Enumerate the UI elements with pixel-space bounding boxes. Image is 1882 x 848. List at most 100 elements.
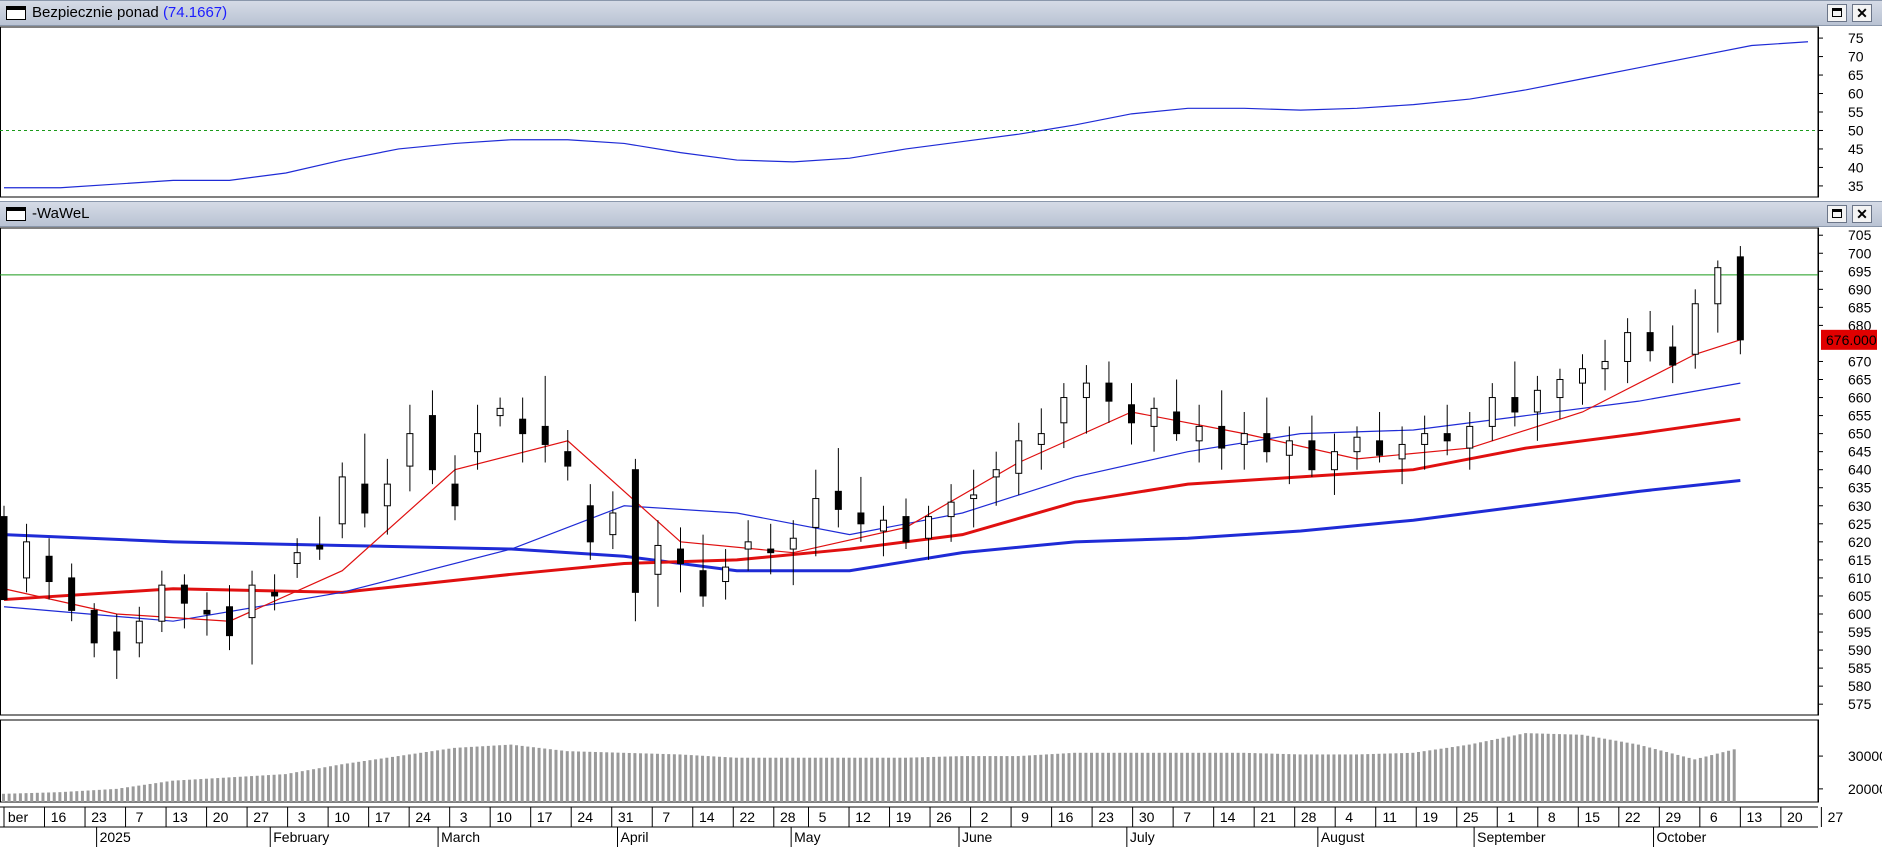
volume-bar — [1698, 757, 1702, 802]
candle — [1533, 375, 1541, 441]
volume-bar — [1214, 752, 1218, 802]
volume-bar — [176, 780, 180, 802]
candle-body — [1398, 443, 1406, 460]
volume-bar — [351, 762, 355, 802]
volume-bar — [374, 759, 378, 802]
maximize-button[interactable] — [1827, 205, 1847, 223]
candle — [925, 505, 933, 560]
volume-bar — [1580, 734, 1584, 802]
candle-body — [1669, 346, 1677, 366]
volume-bar — [1563, 734, 1567, 802]
volume-bar — [853, 757, 857, 802]
volume-bar — [1022, 755, 1026, 802]
volume-bar — [1676, 754, 1680, 802]
candle-body — [135, 620, 143, 644]
volume-bar — [943, 756, 947, 802]
candle-body — [519, 418, 527, 435]
volume-bar — [1535, 733, 1539, 802]
candle-body — [834, 490, 842, 510]
volume-bar — [210, 778, 214, 802]
x-tick-label: 7 — [136, 809, 144, 825]
volume-bar — [515, 745, 519, 802]
price-window-titlebar[interactable]: -WaWeL ✕ — [0, 201, 1882, 227]
x-tick-label: 3 — [298, 809, 306, 825]
x-tick-label: 7 — [662, 809, 670, 825]
candle-body — [586, 505, 594, 543]
volume-bar — [295, 772, 299, 802]
volume-bar — [30, 792, 34, 802]
volume-bar — [1518, 734, 1522, 802]
x-tick-label: 11 — [1382, 809, 1397, 825]
candle — [541, 375, 549, 463]
candle — [677, 527, 684, 593]
volume-panel: 20000 30000 — [0, 719, 1882, 803]
maximize-button[interactable] — [1827, 4, 1847, 22]
x-tick-label: 7 — [1183, 809, 1191, 825]
volume-bar — [751, 757, 755, 802]
indicator-window-titlebar[interactable]: Bezpiecznie ponad (74.1667) ✕ — [0, 0, 1882, 26]
volume-bar — [1292, 754, 1296, 802]
volume-bar — [1152, 752, 1156, 802]
month-label: September — [1477, 829, 1546, 845]
volume-bar — [796, 757, 800, 802]
volume-bar — [717, 756, 721, 802]
volume-bar — [469, 746, 473, 802]
close-button[interactable]: ✕ — [1852, 4, 1872, 22]
volume-bar — [915, 757, 919, 802]
price-y-tick-label: 610 — [1848, 570, 1872, 586]
window-icon — [6, 6, 26, 20]
volume-bar — [24, 793, 28, 802]
candle-body — [992, 469, 1000, 478]
volume-bar — [1473, 743, 1477, 802]
indicator-line — [4, 41, 1809, 189]
candle-body — [857, 512, 865, 525]
volume-bar — [18, 793, 22, 802]
volume-y-tick-label: 20000 — [1848, 781, 1882, 797]
volume-bar — [1185, 752, 1189, 802]
volume-bar — [881, 757, 885, 802]
volume-bar — [560, 750, 564, 802]
volume-bar — [171, 780, 175, 802]
candle — [1263, 397, 1271, 463]
volume-bar — [419, 752, 423, 802]
candle-body — [1105, 382, 1113, 402]
volume-bar — [1033, 755, 1037, 802]
volume-bar — [1236, 752, 1240, 802]
candle-body — [1556, 379, 1564, 399]
volume-bar — [847, 757, 851, 802]
volume-bar — [531, 747, 535, 802]
candle — [699, 534, 707, 607]
volume-bar — [1168, 752, 1172, 802]
volume-bar — [982, 756, 986, 802]
candle — [1285, 426, 1293, 485]
candle-body — [1060, 397, 1068, 424]
volume-bar — [64, 791, 68, 802]
x-tick-label: 26 — [936, 809, 952, 825]
x-tick-label: 14 — [699, 809, 715, 825]
volume-bar — [813, 757, 817, 802]
volume-bar — [1067, 753, 1071, 802]
candle — [812, 469, 820, 557]
volume-bar — [633, 753, 637, 802]
candle-body — [1263, 433, 1271, 453]
volume-bar — [430, 751, 434, 802]
volume-bar — [1095, 752, 1099, 802]
candle-body — [1037, 433, 1045, 445]
volume-bar — [1625, 742, 1629, 802]
price-y-tick-label: 685 — [1848, 299, 1872, 315]
volume-bar — [289, 773, 293, 802]
volume-bar — [1050, 754, 1054, 802]
price-y-tick-label: 650 — [1848, 426, 1872, 442]
volume-bar — [774, 757, 778, 802]
volume-bar — [1597, 737, 1601, 802]
candle — [789, 520, 797, 586]
volume-bar — [1011, 756, 1015, 802]
volume-bar — [1710, 755, 1714, 802]
close-button[interactable]: ✕ — [1852, 205, 1872, 223]
candle-body — [902, 516, 910, 543]
candle — [383, 458, 391, 535]
volume-bar — [1552, 733, 1556, 802]
volume-bar — [1360, 754, 1364, 802]
candle-body — [23, 541, 31, 579]
